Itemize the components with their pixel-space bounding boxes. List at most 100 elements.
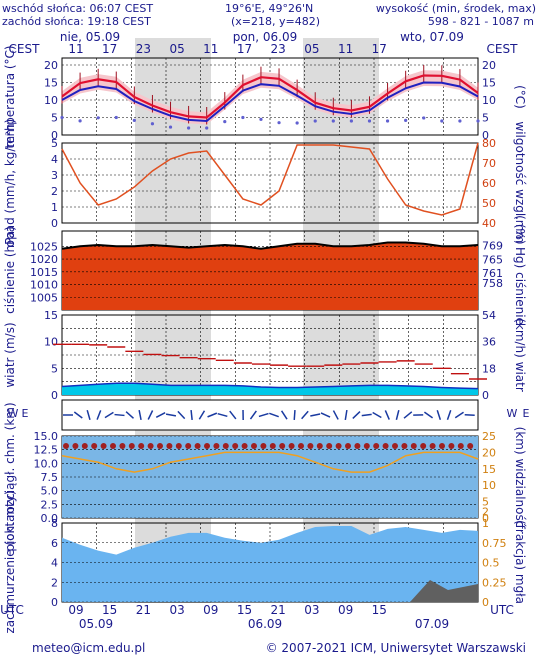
footer-email[interactable]: meteo@icm.edu.pl: [32, 641, 146, 655]
pressure-ylabel: ciśnienie (hPa): [3, 226, 17, 314]
precip-tick-left: 0: [51, 217, 58, 230]
humidity-tick-right: 40: [482, 217, 496, 230]
top-hour-label: 05: [169, 42, 184, 56]
sunset-text: zachód słońca: 19:18 CEST: [2, 15, 151, 28]
visibility-tick-right: 25: [482, 430, 496, 443]
wind-direction-arrow: [320, 412, 331, 418]
wind-tick-right: 18: [482, 362, 496, 375]
precip-tick-left: 2: [51, 185, 58, 198]
cloud-base-dot: [138, 443, 145, 449]
top-hour-label: 05: [304, 42, 319, 56]
pressure-tick-left: 1025: [30, 240, 58, 253]
wind-direction-arrow: [436, 410, 442, 420]
humidity-ylabel: wilgotność wzgl. (%): [513, 121, 527, 244]
cloud-base-dot: [316, 443, 323, 449]
cloud-base-dot: [429, 443, 436, 449]
cloud-ylabel: zachmurzenie (oktanty): [3, 490, 17, 633]
dew-point: [259, 117, 263, 121]
dew-point: [205, 126, 209, 130]
wind-direction-arrow: [395, 409, 400, 421]
top-day-label: pon, 06.09: [233, 30, 298, 44]
wind-direction-arrow: [332, 410, 339, 420]
temp-ylabel: temperatura (°C): [3, 45, 17, 148]
bottom-hour-label: 09: [68, 603, 83, 617]
visibility-tick-left: 12.5: [34, 444, 59, 457]
fog-tick-right: 0.25: [482, 576, 507, 589]
cloud-base-dot: [288, 443, 295, 449]
visibility-tick-right: 10: [482, 479, 496, 492]
precip-tick-left: 3: [51, 169, 58, 182]
cloud-base-dot: [81, 443, 88, 449]
wind-speed-line: [61, 382, 479, 390]
dew-point: [60, 115, 64, 120]
dew-point: [132, 118, 136, 122]
temp-tick-left: 20: [44, 59, 58, 72]
bottom-hour-label: 03: [304, 603, 319, 617]
humidity-line: [61, 142, 479, 216]
cloud-base-dot: [326, 443, 333, 449]
temp-ylabel-right: (°C): [513, 85, 527, 109]
cloud-base-dot: [119, 443, 126, 449]
top-hour-label: 11: [203, 42, 218, 56]
cloud-base-dot: [401, 443, 408, 449]
compass-right: E: [523, 407, 530, 420]
wind-tick-left: 10: [44, 336, 58, 349]
wind-direction-arrow: [454, 411, 464, 419]
humidity-tick-right: 60: [482, 177, 496, 190]
wind-tick-left: 15: [44, 309, 58, 322]
cloud-base-dot: [279, 443, 286, 449]
cloud-base-dot: [467, 443, 474, 449]
bottom-tz-left: UTC: [0, 603, 24, 617]
dew-point: [404, 118, 408, 122]
wind-direction-arrow: [217, 412, 228, 418]
wind-direction-arrow: [155, 412, 166, 418]
wind-direction-arrow: [344, 409, 348, 421]
dew-point: [476, 119, 480, 123]
visibility-ylabel-right: (km) widzialność: [513, 427, 527, 528]
cloud-base-dot: [392, 443, 398, 449]
cloud-base-dot: [410, 443, 417, 449]
cloud-base-dot: [269, 443, 276, 449]
wind-ylabel: wiatr (m/s): [3, 322, 17, 387]
cloud-base-dot: [110, 443, 116, 449]
wind-direction-arrow: [403, 411, 413, 419]
top-tz-right: CEST: [487, 42, 519, 56]
wind-direction-arrow: [384, 410, 390, 420]
temp-tick-right: 0: [482, 129, 489, 142]
cloud-base-dot: [222, 443, 229, 449]
pressure-tick-left: 1010: [30, 279, 58, 292]
fog-tick-right: 0: [482, 596, 489, 609]
grid-text: (x=218, y=482): [231, 15, 321, 28]
pressure-tick-right: 765: [482, 253, 503, 266]
temp-tick-left: 10: [44, 94, 58, 107]
cloud-base-dot: [241, 443, 248, 449]
dew-point: [223, 120, 227, 124]
bottom-hour-label: 09: [203, 603, 218, 617]
fog-ylabel: (frakcja) mgła: [513, 520, 527, 604]
visibility-tick-right: 5: [482, 496, 489, 509]
temp-tick-left: 5: [51, 112, 58, 125]
cloud-base-dot: [72, 443, 79, 449]
compass-left: W: [8, 407, 19, 420]
wind-speed-area: [62, 383, 478, 395]
pressure-area: [62, 242, 478, 310]
wind-tick-left: 5: [51, 362, 58, 375]
dew-point: [168, 125, 173, 129]
dew-point: [331, 119, 335, 123]
bottom-day-label: 05.09: [79, 617, 113, 631]
visibility-tick-right: 0: [482, 512, 489, 525]
wind-direction-arrow: [352, 410, 361, 420]
top-hour-label: 11: [338, 42, 353, 56]
low-cloud-area: [410, 580, 478, 602]
wind-direction-arrow: [464, 413, 475, 417]
cloud-base-dot: [420, 443, 427, 449]
visibility-tick-left: 10.0: [34, 457, 59, 470]
cloud-base-dot: [128, 443, 135, 449]
bottom-hour-label: 03: [169, 603, 184, 617]
wind-direction-arrow: [190, 409, 193, 421]
visibility-tick-left: 0.0: [41, 512, 59, 525]
precip-tick-left: 1: [51, 201, 58, 214]
visibility-tick-left: 2.5: [41, 498, 59, 511]
pressure-tick-left: 1005: [30, 291, 58, 304]
